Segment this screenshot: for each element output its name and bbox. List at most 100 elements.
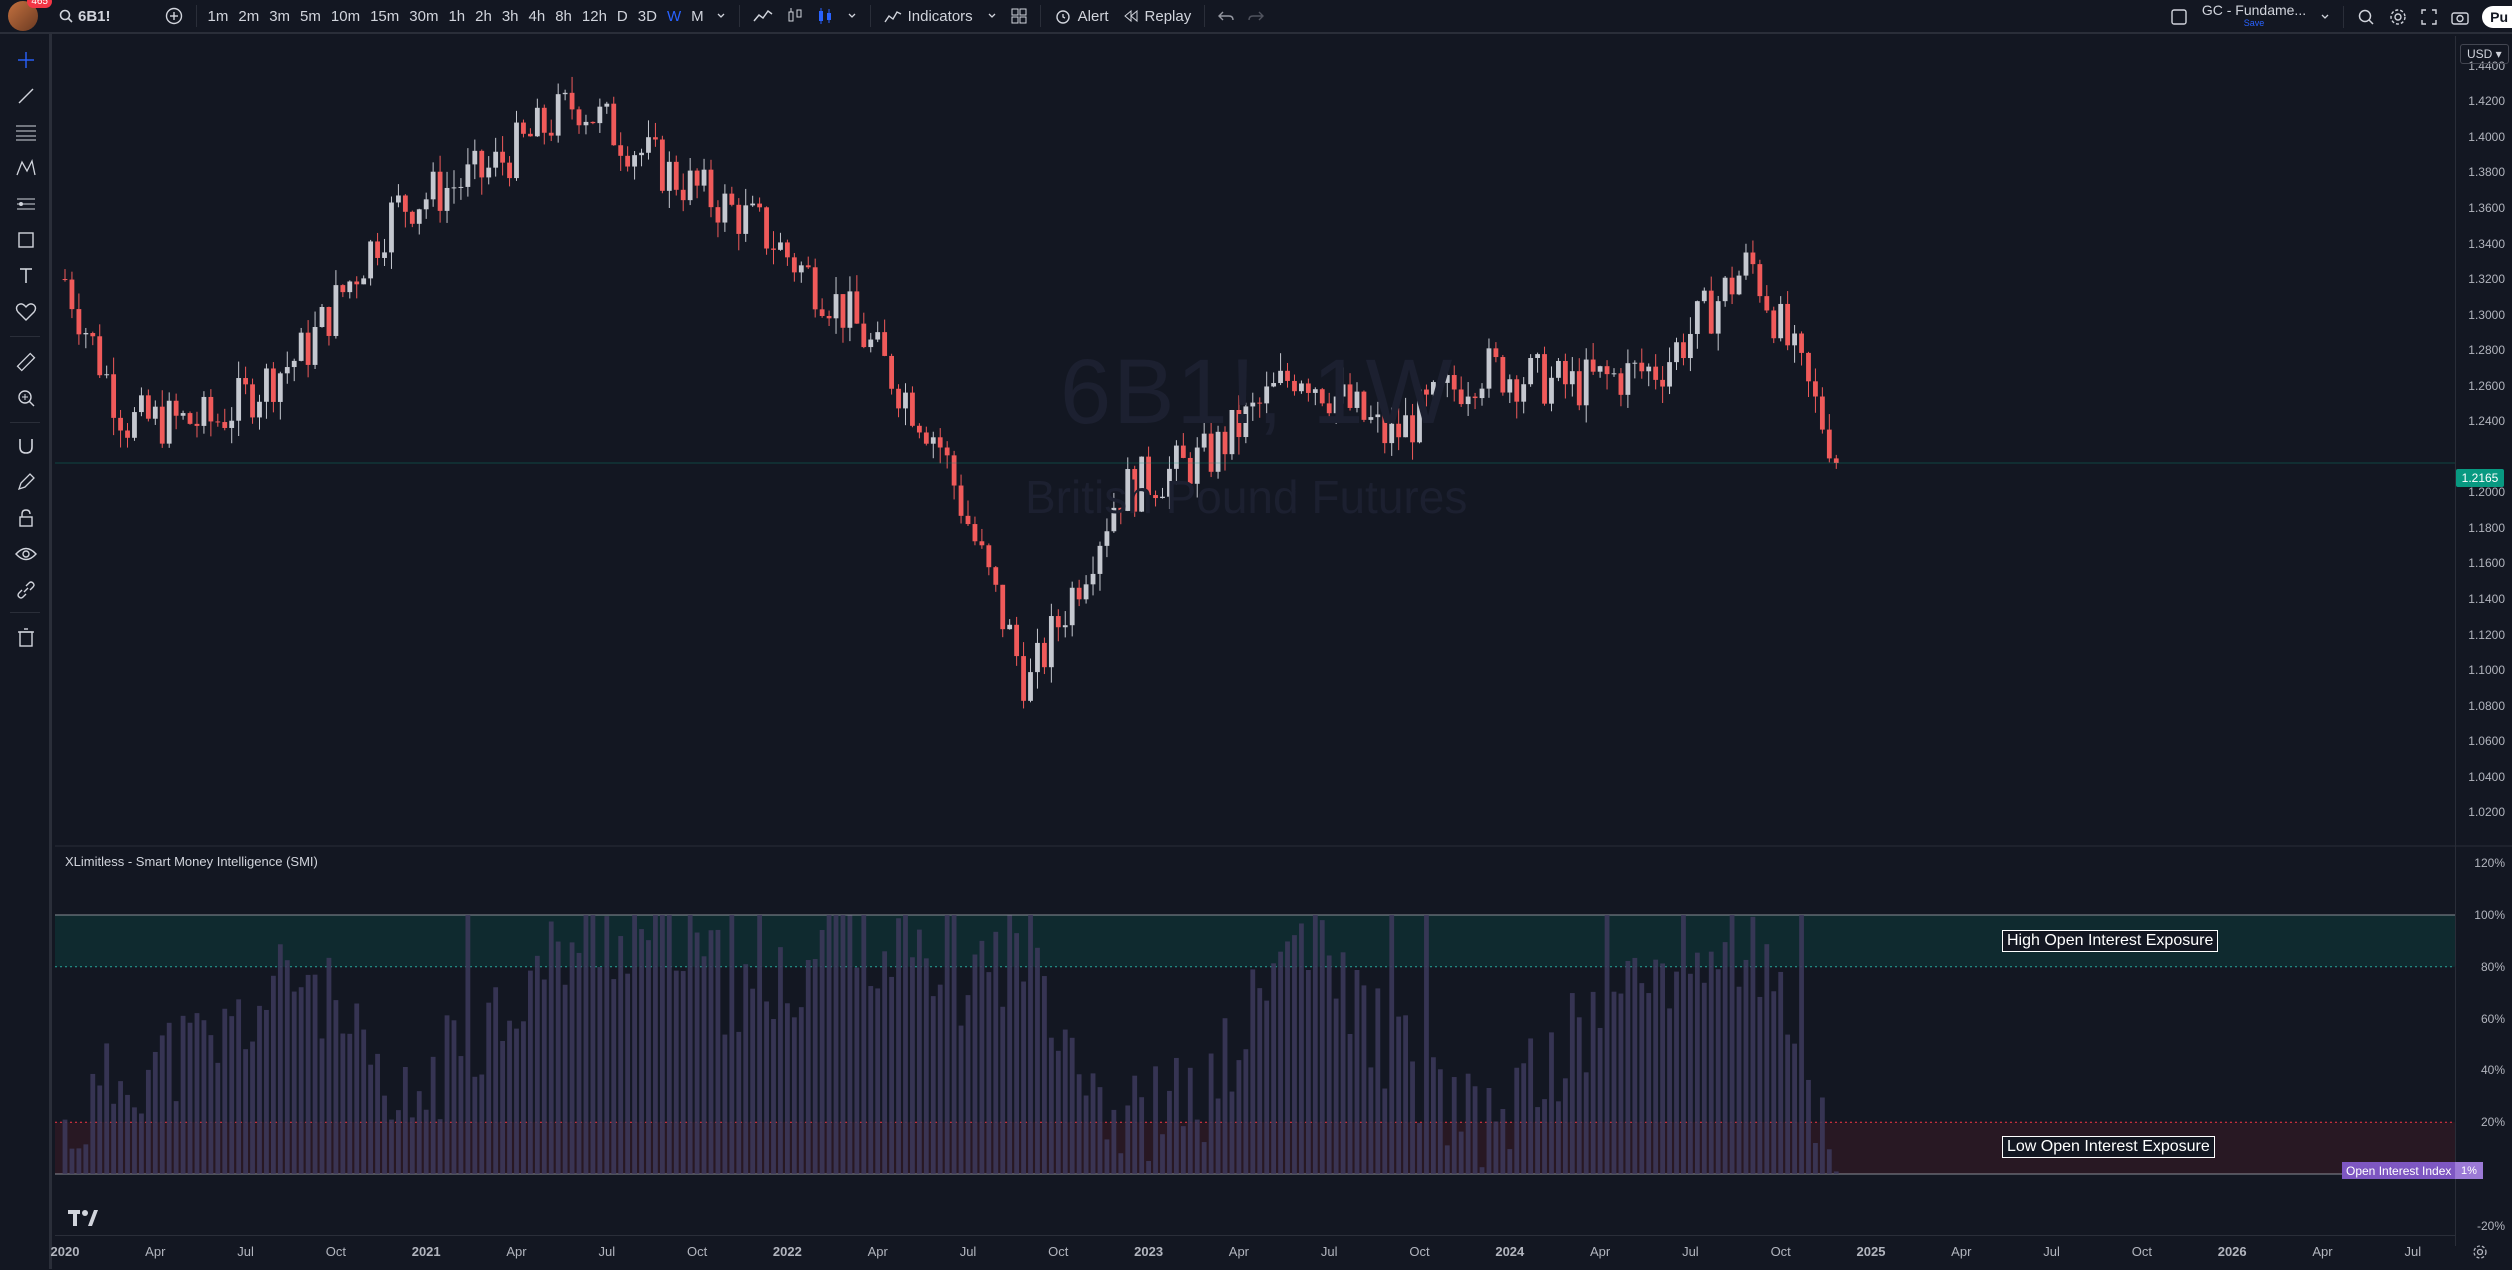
indicator-title[interactable]: XLimitless - Smart Money Intelligence (S… [65, 854, 318, 869]
timeframe-1m[interactable]: 1m [207, 7, 229, 25]
timeframe-12h[interactable]: 12h [581, 7, 607, 25]
indicators-dropdown[interactable] [980, 0, 1004, 33]
timeframe-m[interactable]: M [691, 7, 704, 25]
candle [1736, 275, 1742, 295]
candle [201, 396, 207, 426]
settings-button[interactable] [2382, 0, 2414, 34]
snapshot-button[interactable] [2444, 0, 2476, 34]
candle [1035, 642, 1040, 673]
add-symbol-button[interactable] [158, 0, 190, 33]
oi-bar [1167, 1090, 1172, 1174]
timeframe-d[interactable]: D [616, 7, 628, 25]
fib-tool[interactable] [14, 120, 38, 144]
undo-button[interactable] [1211, 0, 1241, 33]
layout-toggle-button[interactable] [2163, 0, 2195, 34]
remove-drawings-tool[interactable] [14, 626, 38, 650]
crosshair-tool[interactable] [14, 48, 38, 72]
text-icon [20, 268, 32, 283]
timeframe-3h[interactable]: 3h [501, 7, 519, 25]
magnet-tool[interactable] [14, 434, 38, 458]
line-chart-button[interactable] [746, 0, 780, 33]
low-oi-label: Low Open Interest Exposure [2002, 1136, 2215, 1158]
oi-bar [1514, 1067, 1520, 1174]
candle [896, 388, 901, 409]
timeframe-2m[interactable]: 2m [238, 7, 260, 25]
candles-button[interactable] [810, 0, 840, 33]
oi-bar [951, 915, 957, 1174]
oi-bar [69, 1148, 75, 1174]
price-axis[interactable]: 1.4400 1.4200 1.4000 1.3800 1.3600 1.3400 1.32… [2455, 36, 2512, 1246]
candle [1826, 429, 1832, 459]
axis-settings-button[interactable] [2472, 1244, 2488, 1265]
candle [958, 485, 964, 516]
symbol-search-button[interactable]: 6B1! [52, 0, 118, 33]
oi-bar [1729, 915, 1735, 1174]
timeframe-8h[interactable]: 8h [555, 7, 572, 25]
zoom-in-icon [18, 390, 35, 407]
forecast-tool[interactable] [14, 192, 38, 216]
candle [1729, 277, 1735, 295]
line-chart-icon [753, 9, 773, 22]
candle [1806, 352, 1811, 382]
layout-dropdown[interactable] [2313, 0, 2337, 34]
sync-drawings-tool[interactable] [14, 578, 38, 602]
chart-type-dropdown[interactable] [840, 0, 864, 33]
replay-button[interactable]: Replay [1116, 0, 1199, 33]
templates-button[interactable] [1004, 0, 1034, 33]
timeframe-30m[interactable]: 30m [409, 7, 439, 25]
pattern-tool[interactable] [14, 156, 38, 180]
time-axis[interactable]: 2020 Apr Jul Oct 2021 Apr Jul Oct 2022 Apr Jul Oct 2… [51, 1235, 2455, 1270]
fullscreen-button[interactable] [2414, 0, 2444, 34]
oi-bar [576, 952, 582, 1174]
bar-chart-button[interactable] [780, 0, 810, 33]
timeframe-2h[interactable]: 2h [475, 7, 492, 25]
oi-bar [1437, 1069, 1443, 1174]
shape-tool[interactable] [14, 228, 38, 252]
timeframe-dropdown[interactable] [709, 0, 733, 33]
avatar[interactable]: 465 [8, 0, 52, 31]
timeframe-10m[interactable]: 10m [330, 7, 361, 25]
pane-separator[interactable] [55, 845, 2512, 847]
icon-tool[interactable] [14, 300, 38, 324]
divider [1039, 5, 1041, 27]
oi-bar [507, 1020, 512, 1174]
time-tick-label: Apr [145, 1244, 166, 1259]
layout-name-button[interactable]: GC - Fundame... Save [2195, 0, 2313, 34]
redo-button[interactable] [1241, 0, 1271, 33]
stay-drawing-tool[interactable] [14, 470, 38, 494]
timeframe-3m[interactable]: 3m [269, 7, 291, 25]
measure-tool[interactable] [14, 350, 38, 374]
text-tool[interactable] [14, 264, 38, 288]
timeframe-5m[interactable]: 5m [300, 7, 321, 25]
currency-label: USD [2467, 47, 2493, 61]
time-tick-label: 2022 [772, 1244, 802, 1259]
price-tick-label: 1.4000 [2468, 129, 2505, 144]
currency-selector[interactable]: USD ▾ [2460, 44, 2509, 64]
gear-icon [2473, 1245, 2487, 1259]
time-tick-label: Jul [1682, 1244, 1699, 1259]
candle [472, 150, 478, 165]
alert-button[interactable]: Alert [1047, 0, 1116, 33]
timeframe-w[interactable]: W [666, 7, 682, 25]
oi-bar [159, 1035, 165, 1174]
lock-drawings-tool[interactable] [14, 506, 38, 530]
zoom-tool[interactable] [14, 386, 38, 410]
oi-bar [1055, 1050, 1061, 1174]
candle [90, 333, 96, 337]
oi-bar [1076, 1074, 1082, 1174]
oi-bar [729, 915, 735, 1174]
timeframe-15m[interactable]: 15m [370, 7, 400, 25]
quick-search-button[interactable] [2350, 0, 2382, 34]
timeframe-3d[interactable]: 3D [637, 7, 657, 25]
trend-line-tool[interactable] [14, 84, 38, 108]
hide-drawings-tool[interactable] [14, 542, 38, 566]
indicators-button[interactable]: Indicators [877, 0, 980, 33]
oi-bar [1458, 1131, 1464, 1174]
oi-bar [277, 944, 283, 1174]
timeframe-1h[interactable]: 1h [448, 7, 466, 25]
square-icon [2171, 9, 2187, 25]
oi-bar [145, 1069, 151, 1174]
publish-button[interactable]: Pu [2482, 6, 2512, 28]
timeframe-4h[interactable]: 4h [528, 7, 546, 25]
